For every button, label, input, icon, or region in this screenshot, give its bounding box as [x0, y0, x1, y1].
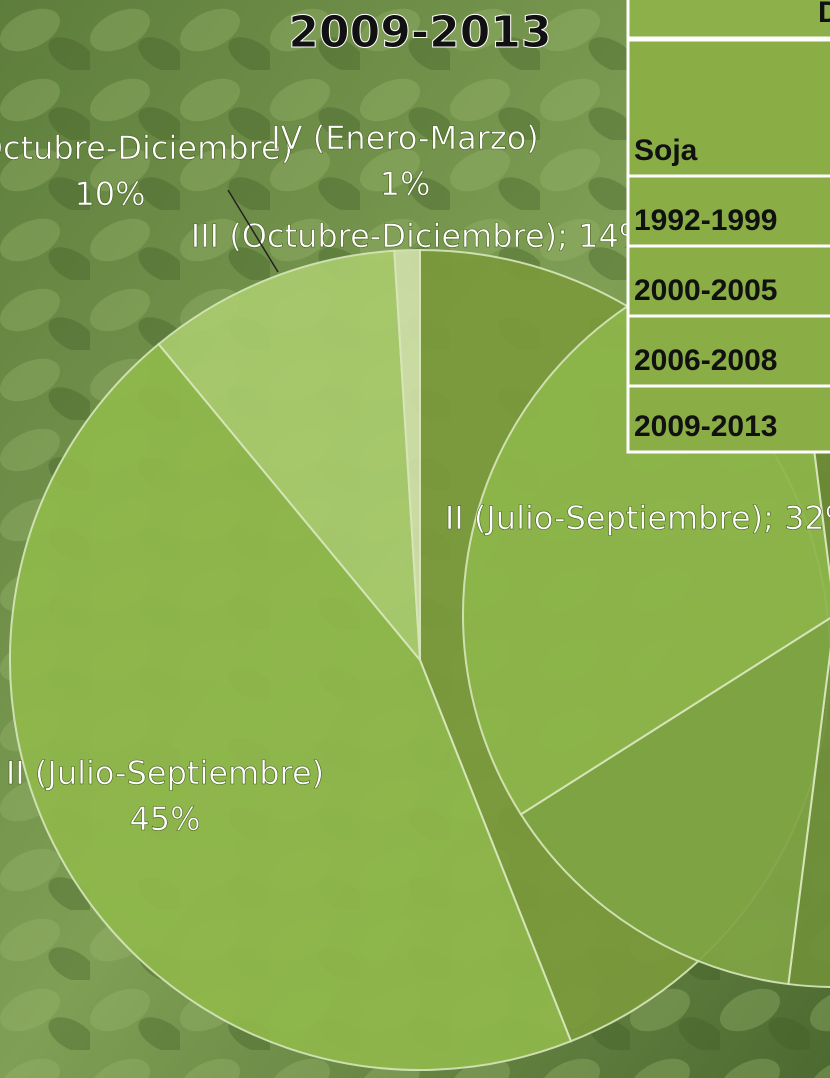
slice-category-label: III (Octubre-Diciembre): [0, 129, 293, 167]
slice-value-label: 10%: [74, 175, 145, 213]
slice-value-label: 1%: [380, 165, 431, 203]
slice-category-label: IV (Enero-Marzo): [271, 119, 539, 157]
table-row-label: 1992-1999: [634, 204, 777, 237]
slice-value-label: II (Julio-Septiembre); 32%: [445, 499, 830, 537]
slice-value-label: III (Octubre-Diciembre); 14%: [191, 217, 649, 255]
slide: II (Julio-Septiembre) 45% III (Octubre-Dic…: [0, 0, 830, 1078]
table-row-label: Soja: [634, 134, 698, 167]
table-row-label: 2000-2005: [634, 274, 777, 307]
table: D Soja 1992-1999 2000-2005 2006-2008 2009-201…: [628, 0, 830, 452]
slice-value-label: 45%: [129, 800, 200, 838]
slice-category-label: II (Julio-Septiembre): [6, 754, 324, 792]
table-row-label: 2009-2013: [634, 410, 777, 443]
table-header-cell: [628, 0, 830, 38]
page: II (Julio-Septiembre) 45% III (Octubre-Dic…: [0, 0, 830, 1078]
table-row-label: 2006-2008: [634, 344, 777, 377]
chart-title: 2009-2013: [288, 7, 551, 58]
table-header: D: [818, 0, 830, 29]
